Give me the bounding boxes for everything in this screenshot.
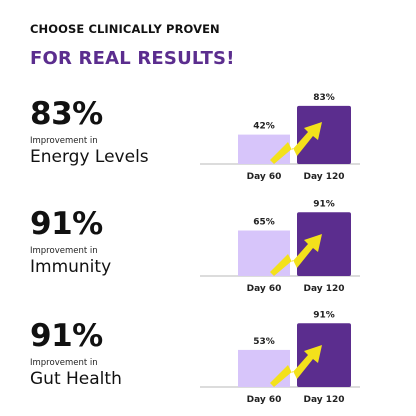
data-label-day-120: 83% — [313, 93, 335, 103]
tick-label-day-60: Day 60 — [247, 284, 282, 294]
data-label-day-120: 91% — [313, 199, 335, 209]
stat-caption: Improvement in — [30, 246, 98, 256]
zigzag-arrow-icon — [270, 122, 322, 164]
stat-percentage: 91% — [30, 206, 103, 242]
headline: FOR REAL RESULTS! — [30, 48, 235, 69]
eyebrow-text: CHOOSE CLINICALLY PROVEN — [30, 22, 220, 36]
data-label-day-60: 53% — [253, 337, 275, 347]
tick-label-day-60: Day 60 — [247, 395, 282, 405]
chart-gut-health: 53% 91% Day 60 Day 120 — [200, 310, 360, 405]
bar-day-60 — [238, 349, 290, 387]
chart-energy: 42% 83% Day 60 Day 120 — [200, 93, 360, 182]
bar-day-60 — [238, 230, 290, 276]
bar-day-120 — [297, 323, 351, 387]
tick-label-day-120: Day 120 — [303, 395, 344, 405]
chart-immunity: 65% 91% Day 60 Day 120 — [200, 199, 360, 294]
data-label-day-60: 65% — [253, 218, 275, 228]
zigzag-arrow-icon — [270, 345, 322, 387]
stat-caption: Improvement in — [30, 136, 98, 146]
data-label-day-120: 91% — [313, 310, 335, 320]
stat-immunity: 91% Improvement in Immunity — [30, 206, 200, 277]
stat-percentage: 83% — [30, 96, 103, 132]
stat-energy: 83% Improvement in Energy Levels — [30, 96, 200, 167]
bar-day-120 — [297, 212, 351, 276]
stat-metric: Energy Levels — [30, 147, 149, 167]
stat-percentage: 91% — [30, 318, 103, 354]
data-label-day-60: 42% — [253, 122, 275, 132]
tick-label-day-60: Day 60 — [247, 172, 282, 182]
header: CHOOSE CLINICALLY PROVEN FOR REAL RESULT… — [30, 22, 400, 69]
stat-metric: Immunity — [30, 257, 112, 277]
tick-label-day-120: Day 120 — [303, 284, 344, 294]
stat-caption: Improvement in — [30, 358, 98, 368]
stat-metric: Gut Health — [30, 369, 122, 389]
tick-label-day-120: Day 120 — [303, 172, 344, 182]
stat-gut-health: 91% Improvement in Gut Health — [30, 318, 200, 389]
bar-day-120 — [297, 105, 351, 164]
zigzag-arrow-icon — [270, 234, 322, 276]
